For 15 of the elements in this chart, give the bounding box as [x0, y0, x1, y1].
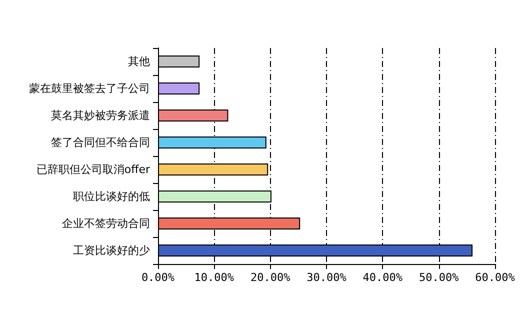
x-tick-label: 40.00% [362, 271, 403, 284]
x-tick-label: 20.00% [250, 271, 291, 284]
y-tick-label: 职位比谈好的低 [73, 190, 150, 203]
x-tick-label: 0.00% [141, 271, 175, 284]
y-tick-label: 莫名其妙被劳务派遣 [51, 109, 150, 122]
x-tick-label: 60.00% [475, 271, 516, 284]
x-tick-label: 30.00% [306, 271, 347, 284]
y-tick-label: 其他 [128, 55, 150, 68]
x-tick-label: 50.00% [418, 271, 460, 284]
x-tick-label: 10.00% [194, 271, 234, 284]
y-tick-label: 已辞职但公司取消offer [36, 163, 150, 176]
y-tick-label: 企业不签劳动合同 [62, 217, 150, 230]
y-tick-label: 蒙在鼓里被签去了子公司 [29, 82, 150, 95]
y-tick-label: 工资比谈好的少 [73, 244, 150, 257]
y-tick-label: 签了合同但不给合同 [51, 136, 150, 149]
